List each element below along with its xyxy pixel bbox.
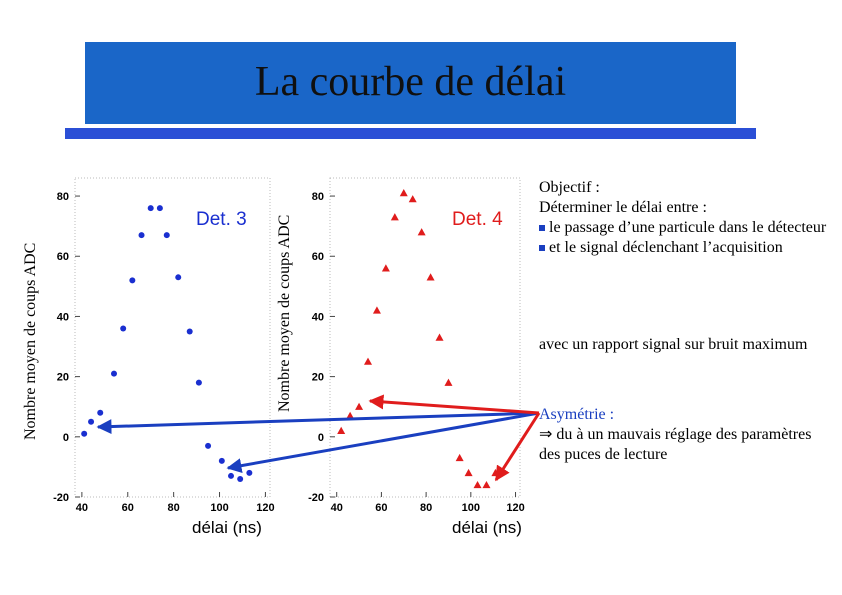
- y-tick-label: 20: [57, 372, 69, 384]
- data-point: [399, 189, 408, 197]
- y-tick-label: 60: [312, 251, 324, 263]
- data-point: [237, 475, 244, 482]
- data-point: [228, 472, 234, 479]
- left-x-axis-label: délai (ns): [192, 518, 262, 537]
- data-point: [186, 328, 193, 335]
- y-tick-label: -20: [308, 492, 324, 504]
- right-y-axis-label: Nombre moyen de coups ADC: [276, 214, 293, 412]
- rapport-text: avec un rapport signal sur bruit maximum: [539, 336, 808, 353]
- data-point: [381, 264, 390, 272]
- data-point: [163, 232, 170, 239]
- y-tick-label: -20: [53, 492, 69, 504]
- plot-frame: [329, 177, 521, 498]
- data-point: [346, 411, 355, 419]
- asymetrie-title: Asymétrie :: [539, 406, 615, 423]
- data-point: [364, 357, 372, 365]
- y-tick-label: 20: [312, 372, 324, 384]
- x-tick-label: 120: [506, 502, 524, 514]
- x-tick-label: 80: [168, 502, 180, 514]
- x-tick-label: 60: [375, 502, 387, 514]
- data-point: [417, 228, 426, 236]
- data-point: [81, 430, 88, 437]
- square-bullet-icon: [539, 245, 545, 251]
- arrow-red-right: [494, 412, 541, 482]
- asymetrie-text: ⇒ du à un mauvais réglage des paramètres…: [539, 426, 812, 463]
- detector-label: Det. 3: [196, 209, 247, 230]
- x-tick-label: 60: [122, 502, 134, 514]
- objectif-block: Objectif : Déterminer le délai entre : l…: [539, 178, 829, 258]
- asymetrie-block: Asymétrie : ⇒ du à un mauvais réglage de…: [539, 405, 829, 465]
- data-point: [147, 205, 154, 212]
- data-point: [455, 453, 464, 462]
- page-title: La courbe de délai: [254, 59, 567, 105]
- data-point: [246, 469, 253, 476]
- data-point: [175, 274, 182, 281]
- data-point: [372, 306, 381, 314]
- data-point: [156, 205, 163, 212]
- data-point: [426, 273, 435, 281]
- data-point: [218, 457, 225, 464]
- plot-frame: [74, 177, 271, 498]
- x-tick-label: 40: [331, 502, 343, 514]
- data-point: [97, 409, 104, 416]
- y-tick-label: 80: [312, 191, 324, 203]
- square-bullet-icon: [539, 225, 545, 231]
- data-point: [337, 426, 346, 434]
- x-tick-label: 100: [210, 502, 228, 514]
- x-tick-label: 120: [256, 502, 274, 514]
- data-point: [482, 480, 491, 489]
- y-tick-label: 0: [63, 432, 69, 444]
- data-point: [390, 213, 399, 221]
- objectif-title: Objectif :: [539, 179, 600, 196]
- data-point: [444, 378, 453, 386]
- y-tick-label: 40: [57, 311, 69, 323]
- plot-det4: -20 0 20 40 60 80 40 60 80 100 120 Det. 4: [308, 177, 525, 514]
- bullet-item-1: le passage d’une particule dans le détec…: [539, 218, 829, 238]
- data-point: [138, 232, 145, 239]
- right-x-axis-label: délai (ns): [452, 518, 522, 537]
- y-tick-label: 80: [57, 191, 69, 203]
- detector-label: Det. 4: [452, 209, 503, 230]
- y-tick-label: 60: [57, 251, 69, 263]
- left-y-axis-label: Nombre moyen de coups ADC: [22, 242, 39, 440]
- data-point: [408, 195, 417, 203]
- x-tick-label: 40: [76, 502, 88, 514]
- asymmetry-arrows: [96, 394, 541, 482]
- arrow-blue-left: [96, 411, 540, 435]
- data-point: [205, 442, 212, 449]
- data-point: [111, 370, 117, 377]
- data-point: [435, 333, 444, 341]
- objectif-line: Déterminer le délai entre :: [539, 199, 707, 216]
- data-point: [355, 402, 364, 410]
- data-point: [473, 480, 482, 489]
- y-tick-label: 0: [318, 432, 324, 444]
- x-tick-label: 100: [462, 502, 480, 514]
- plot-det3: -20 0 20 40 60 80 40 60 80 100 120 Det. 3: [53, 177, 275, 514]
- data-point: [120, 325, 127, 332]
- title-banner: [85, 42, 736, 124]
- arrow-red-left: [368, 394, 540, 415]
- x-tick-label: 80: [420, 502, 432, 514]
- title-underline-bar: [65, 128, 756, 139]
- arrow-blue-right: [226, 411, 540, 474]
- y-tick-label: 40: [312, 311, 324, 323]
- bullet-item-2: et le signal déclenchant l’acquisition: [539, 238, 829, 258]
- data-point: [464, 468, 473, 477]
- data-point: [88, 418, 95, 425]
- data-point: [129, 277, 136, 284]
- data-point: [195, 379, 202, 386]
